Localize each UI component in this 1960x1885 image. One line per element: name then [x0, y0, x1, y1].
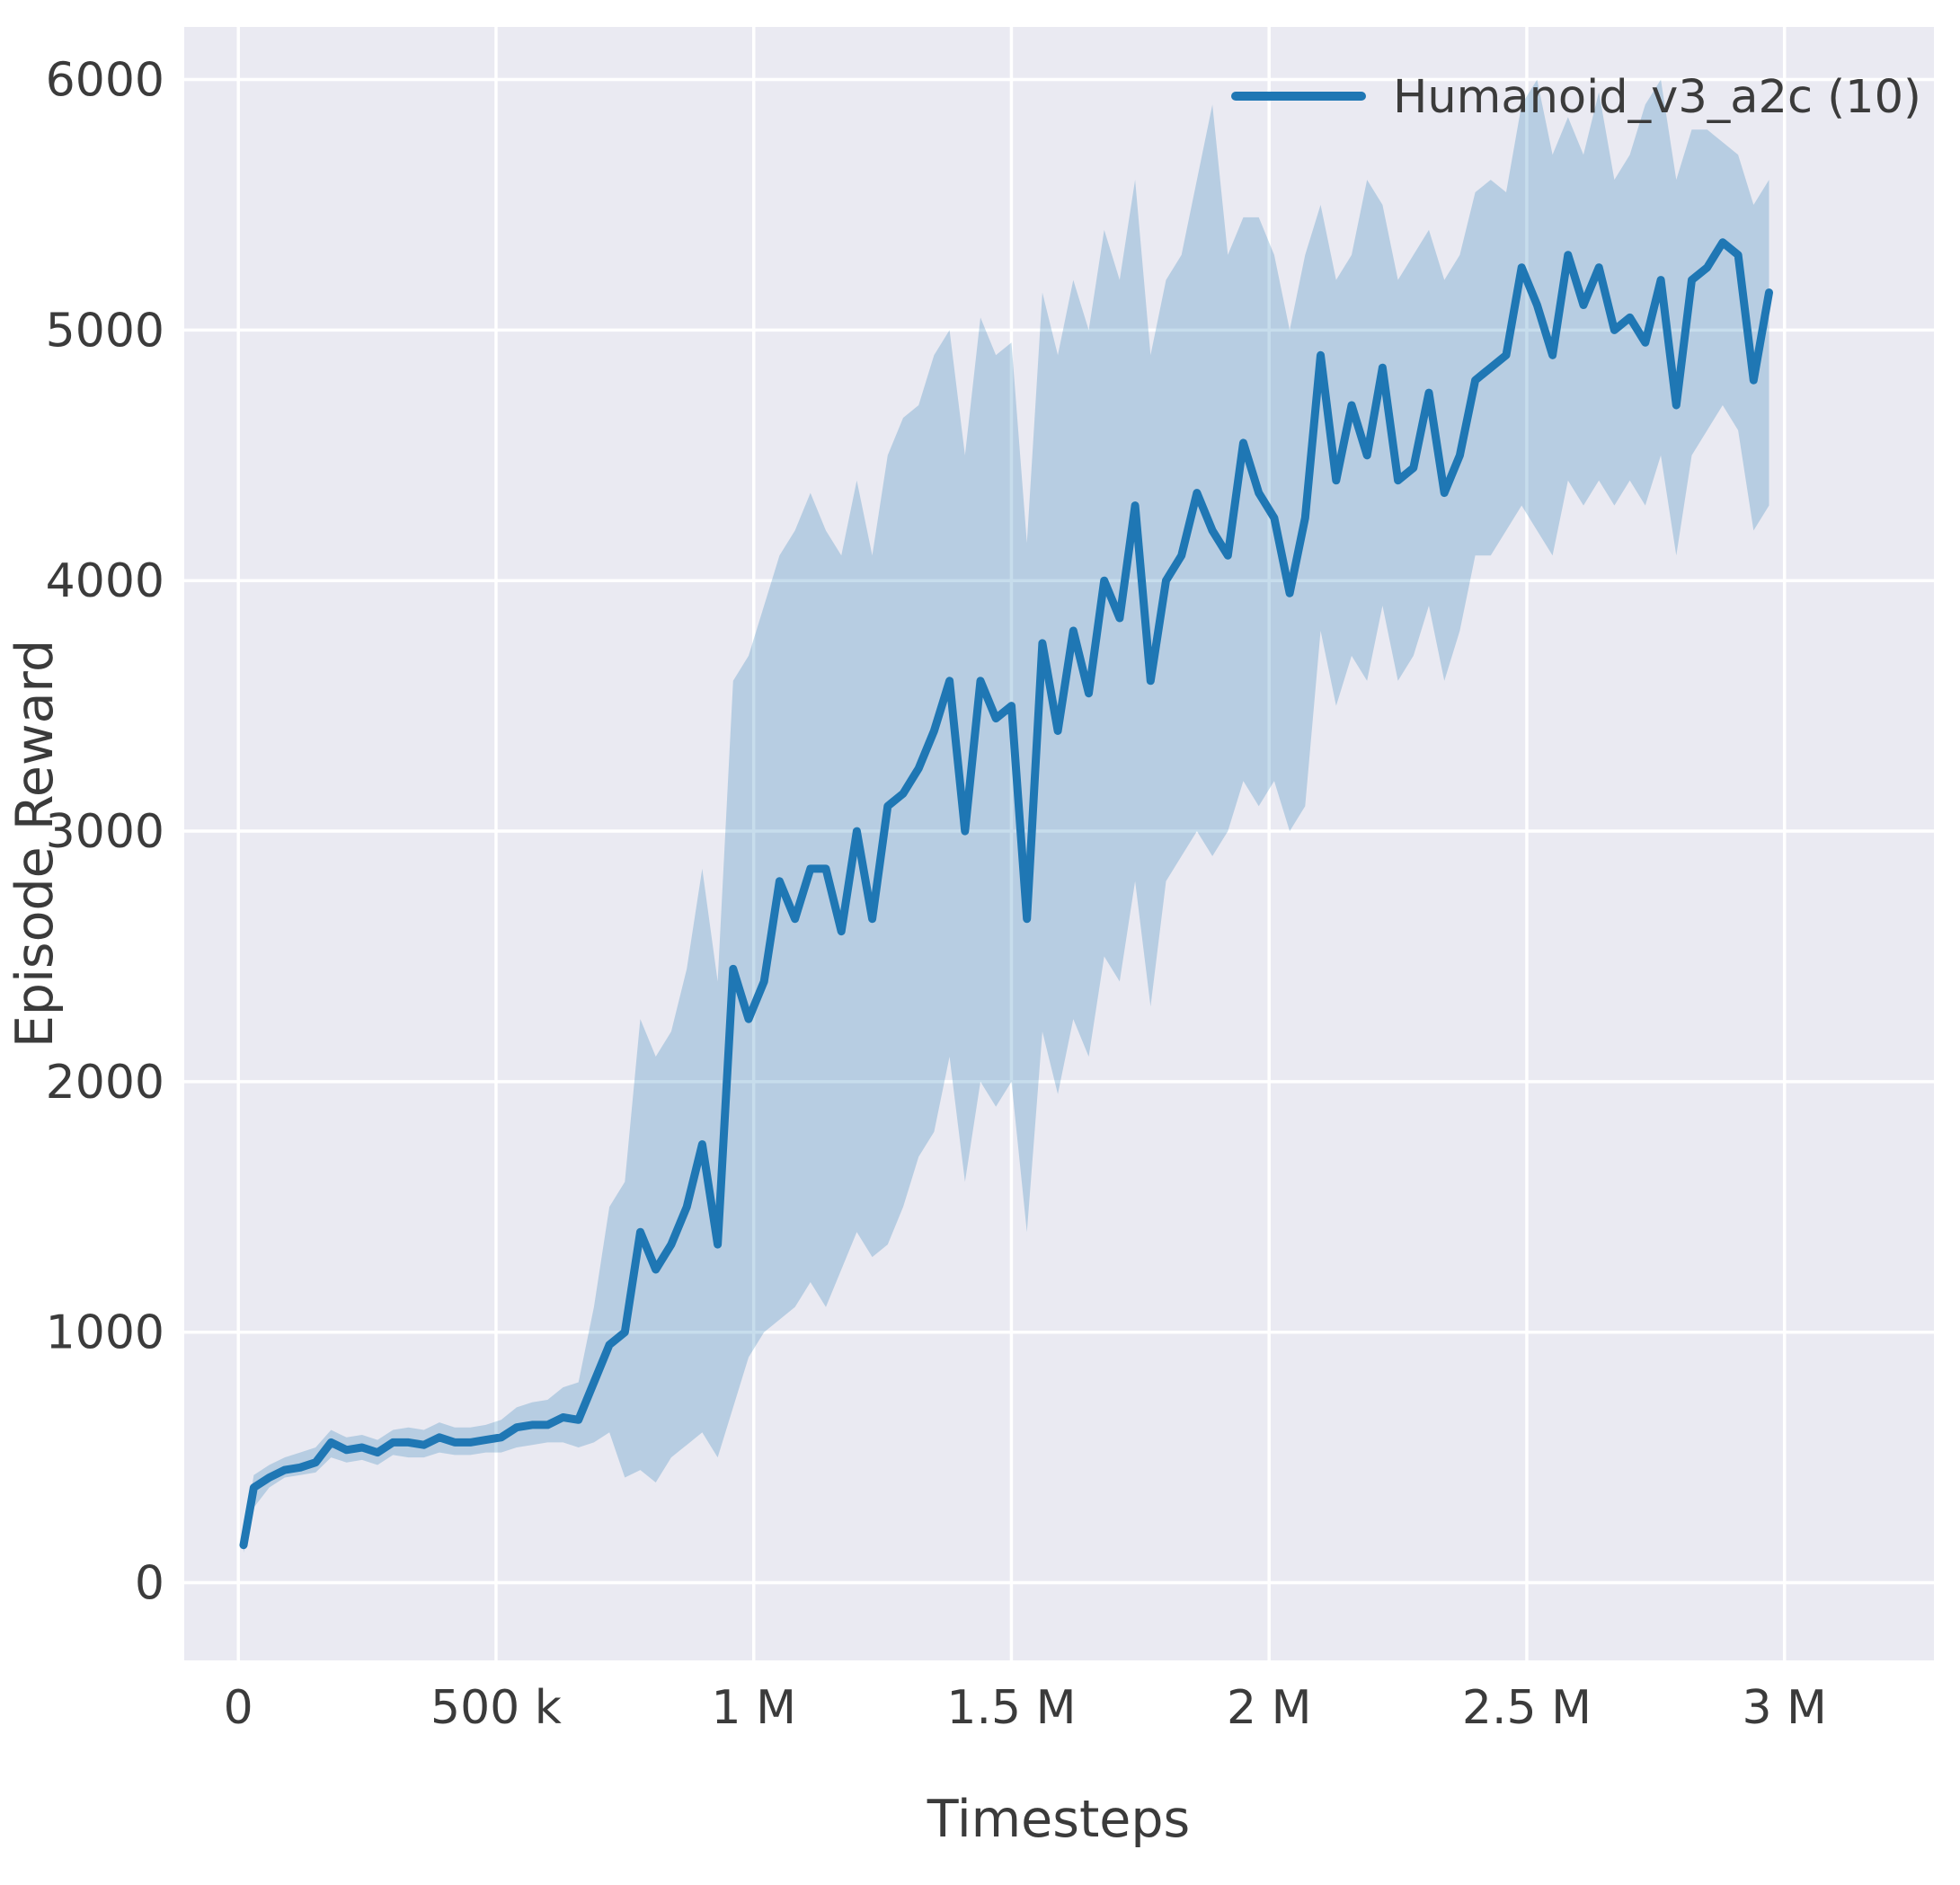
confidence-band: [244, 79, 1769, 1553]
x-tick-label: 0: [224, 1681, 253, 1735]
y-tick-label: 2000: [46, 1056, 164, 1110]
x-tick-label: 1.5 M: [946, 1681, 1076, 1735]
grid-lines: [184, 27, 1934, 1660]
confidence-band-area: [244, 79, 1769, 1553]
x-tick-label: 2.5 M: [1462, 1681, 1592, 1735]
y-tick-label: 6000: [46, 54, 164, 108]
y-axis-label: Episode Reward: [5, 640, 65, 1048]
x-tick-label: 2 M: [1227, 1681, 1311, 1735]
x-tick-label: 500 k: [430, 1681, 562, 1735]
y-tick-label: 4000: [46, 554, 164, 608]
y-tick-label: 0: [135, 1557, 164, 1611]
y-tick-label: 5000: [46, 304, 164, 358]
mean-reward-line: [239, 238, 1773, 1550]
plot-background: [184, 27, 1934, 1660]
x-axis-label: Timesteps: [927, 1790, 1191, 1849]
mean-line: [239, 238, 1773, 1550]
x-tick-label: 3 M: [1742, 1681, 1826, 1735]
x-tick-label: 1 M: [711, 1681, 795, 1735]
y-tick-labels: 0 1000 2000 3000 4000 5000 6000: [46, 54, 164, 1611]
plot-area: [184, 27, 1934, 1660]
legend-label: Humanoid_v3_a2c (10): [1393, 71, 1921, 124]
y-tick-label: 1000: [46, 1306, 164, 1360]
x-tick-labels: 0 500 k 1 M 1.5 M 2 M 2.5 M 3 M: [224, 1681, 1827, 1735]
y-tick-label: 3000: [46, 805, 164, 859]
legend: Humanoid_v3_a2c (10): [1231, 71, 1921, 124]
